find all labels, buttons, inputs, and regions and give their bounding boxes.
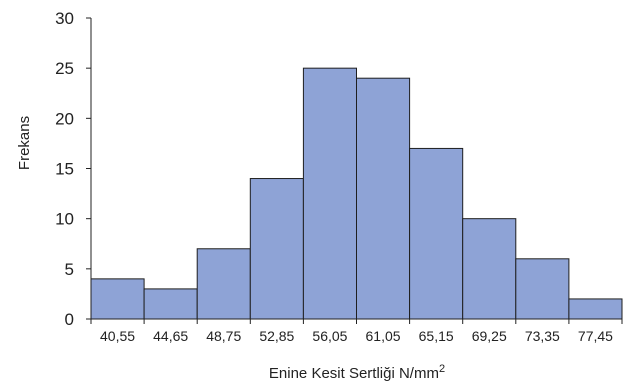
y-ticks-layer: 0 5 10 15 20 25 30 <box>55 9 91 329</box>
bar-65,15 <box>409 147 464 320</box>
y-tick-label-0: 0 <box>65 310 74 329</box>
x-tick-label-40,55: 40,55 <box>100 328 135 344</box>
x-axis-title-main: Enine Kesit Sertliği N/mm <box>269 365 439 382</box>
x-axis-title: Enine Kesit Sertliği N/mm2 <box>269 363 445 382</box>
bar-40,55 <box>90 278 145 320</box>
x-tick-label-44,65: 44,65 <box>153 328 188 344</box>
y-tick-label-5: 5 <box>65 260 74 279</box>
y-tick-label-30: 30 <box>55 9 74 28</box>
x-tick-label-56,05: 56,05 <box>312 328 347 344</box>
y-tick-label-25: 25 <box>55 59 74 78</box>
y-axis-title: Frekans <box>16 116 33 170</box>
x-ticks-layer: 40,55 44,65 48,75 52,85 56,05 61,05 65,15 69,25… <box>90 319 623 344</box>
y-tick-label-15: 15 <box>55 160 74 179</box>
x-tick-label-77,45: 77,45 <box>578 328 613 344</box>
x-tick-label-48,75: 48,75 <box>206 328 241 344</box>
bars-layer <box>90 67 623 320</box>
x-tick-label-73,35: 73,35 <box>525 328 560 344</box>
bar-69,25 <box>462 218 517 320</box>
bar-61,05 <box>356 77 411 320</box>
bar-77,45 <box>568 298 623 320</box>
bar-73,35 <box>515 258 570 320</box>
y-tick-label-10: 10 <box>55 210 74 229</box>
y-tick-label-20: 20 <box>55 109 74 128</box>
bar-52,85 <box>249 178 304 320</box>
bar-44,65 <box>143 288 198 320</box>
x-tick-label-61,05: 61,05 <box>366 328 401 344</box>
bar-56,05 <box>302 67 357 320</box>
x-tick-label-52,85: 52,85 <box>259 328 294 344</box>
x-axis-title-superscript: 2 <box>439 363 445 375</box>
x-tick-label-69,25: 69,25 <box>472 328 507 344</box>
bar-48,75 <box>196 248 251 320</box>
x-tick-label-65,15: 65,15 <box>419 328 454 344</box>
